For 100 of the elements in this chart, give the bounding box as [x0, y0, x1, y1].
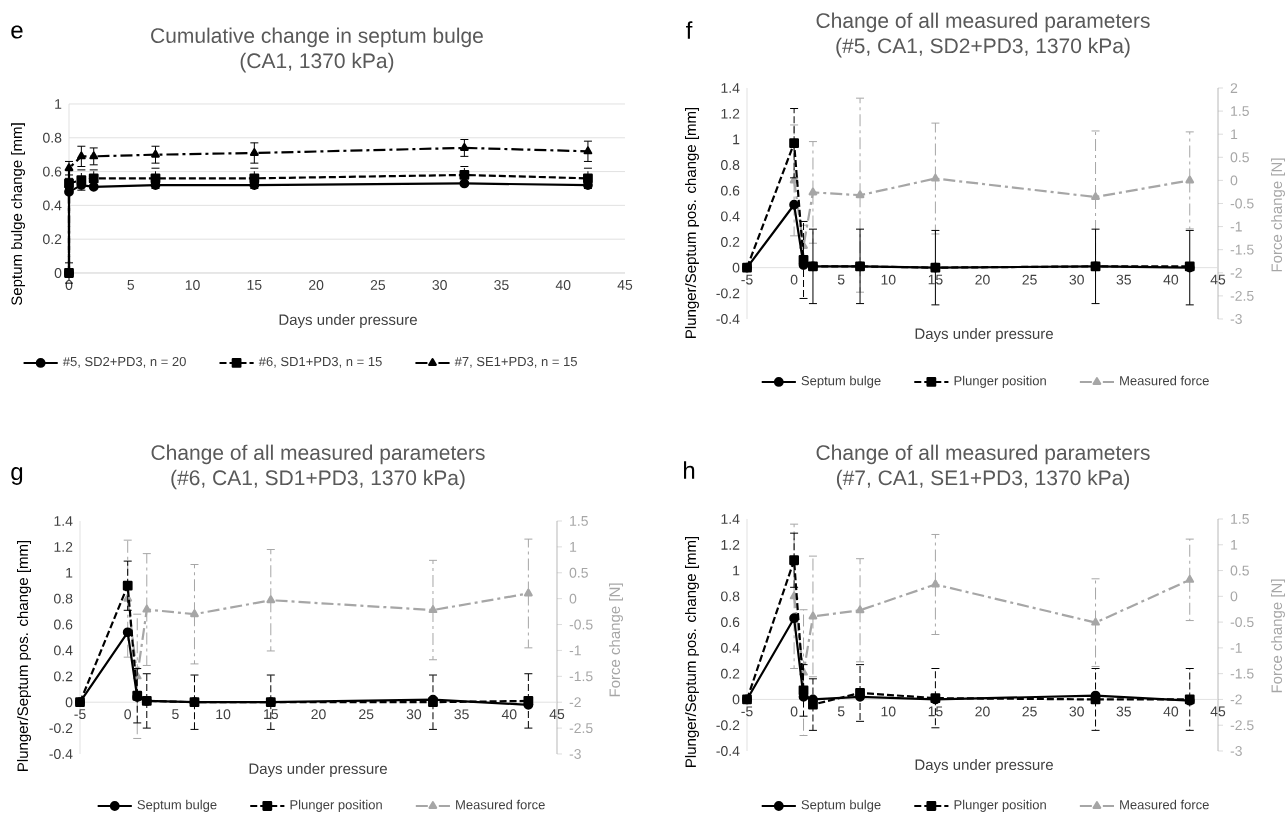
x-tick-label: 25: [1022, 274, 1037, 285]
x-tick-label: -5: [741, 706, 753, 717]
y-tick-label: 1.2: [721, 108, 740, 119]
y-tick-label: 0.6: [721, 185, 740, 196]
text: e: [11, 25, 23, 39]
x-tick-label: 20: [975, 274, 990, 285]
x-tick-label: 30: [406, 709, 422, 720]
y-tick-label: -0.4: [716, 746, 740, 756]
x-tick-label: 5: [172, 709, 179, 720]
y2-tick-label: 1: [1231, 539, 1238, 550]
x-tick-label: 40: [1163, 706, 1179, 717]
x-axis-title: Days under pressure: [915, 328, 1053, 342]
x-tick-label: 35: [494, 280, 509, 290]
x-tick-label: -5: [74, 709, 86, 720]
x-tick-label: 10: [881, 706, 896, 717]
x-tick-label: -5: [741, 274, 753, 285]
x-tick-label: 10: [216, 709, 231, 720]
y2-tick-label: 0: [569, 593, 577, 604]
y2-tick-label: 1: [1231, 129, 1238, 140]
x-tick-label: 30: [1069, 274, 1084, 285]
y2-tick-label: -1: [1230, 221, 1242, 232]
legend-label: Plunger position: [290, 799, 382, 812]
y-tick-label: 0.4: [721, 211, 740, 222]
chart-subtitle: (#7, CA1, SE1+PD3, 1370 kPa): [836, 469, 1130, 490]
y2-tick-label: 1.5: [1231, 106, 1249, 116]
x-tick-label: 45: [617, 280, 633, 290]
y2-tick-label: 1: [570, 542, 577, 552]
y-tick-label: 0.4: [54, 645, 73, 656]
y-tick-label: 1.2: [54, 542, 73, 552]
x-tick-label: 30: [1069, 706, 1084, 717]
y-tick-label: 0.6: [54, 619, 73, 630]
x-tick-label: 20: [309, 280, 324, 290]
y2-tick-label: -1.5: [1230, 244, 1254, 255]
legend-label: Septum bulge: [801, 799, 881, 812]
y2-tick-label: -1.5: [1230, 668, 1254, 679]
y-tick-label: 1.2: [721, 539, 740, 550]
y2-tick-label: -2.5: [1230, 290, 1254, 301]
chart-subtitle: (#5, CA1, SD2+PD3, 1370 kPa): [836, 37, 1130, 58]
y2-tick-label: 0.5: [569, 567, 588, 578]
y-tick-label: 1.4: [721, 83, 740, 93]
chart-title: Change of all measured parameters: [151, 444, 485, 465]
legend-label: #6, SD1+PD3, n = 15: [258, 356, 382, 368]
y-tick-label: 0.6: [721, 617, 740, 628]
y2-tick-label: 0.5: [1230, 565, 1249, 576]
y2-tick-label: -0.5: [1230, 617, 1254, 628]
x-tick-label: 5: [837, 706, 845, 717]
y2-tick-label: -0.5: [1230, 198, 1254, 209]
y-tick-label: 0.2: [721, 668, 740, 679]
y-tick-label: 0.4: [721, 642, 740, 653]
x-tick-label: 20: [311, 709, 326, 720]
legend-label: Measured force: [1120, 799, 1209, 810]
y-tick-label: -0.2: [716, 720, 740, 731]
y2-tick-label: -3: [1230, 746, 1242, 756]
x-tick-label: 35: [1116, 706, 1131, 717]
y-tick-label: 1: [66, 567, 73, 578]
x-tick-label: 25: [370, 280, 386, 290]
x-tick-label: 35: [454, 709, 469, 720]
y2-tick-label: 0: [1230, 175, 1238, 186]
x-tick-label: 0: [790, 706, 798, 717]
legend-label: Plunger position: [954, 375, 1046, 388]
y-tick-label: 0.2: [54, 671, 73, 682]
y2-tick-label: -0.5: [569, 619, 593, 630]
legend-label: Measured force: [456, 799, 545, 810]
x-axis-title: Days under pressure: [915, 759, 1053, 773]
y2-axis-title: Force change [N]: [1271, 579, 1285, 693]
y-tick-label: -0.2: [716, 288, 740, 299]
chart-title: Change of all measured parameters: [816, 12, 1150, 33]
y2-tick-label: 2: [1230, 83, 1238, 93]
x-tick-label: 40: [555, 280, 571, 290]
chart-subtitle: (CA1, 1370 kPa): [240, 52, 394, 73]
legend-label: Septum bulge: [801, 375, 881, 388]
y2-tick-label: -2: [1230, 694, 1242, 705]
x-tick-label: 30: [432, 280, 447, 290]
x-tick-label: 5: [127, 280, 135, 290]
y-tick-label: 0: [732, 694, 740, 705]
y-tick-label: -0.4: [49, 749, 73, 759]
x-tick-label: 20: [975, 706, 990, 717]
x-tick-label: 45: [549, 709, 565, 720]
legend-label: Plunger position: [954, 799, 1046, 812]
x-tick-label: 25: [359, 709, 374, 720]
chart-subtitle: (#6, CA1, SD1+PD3, 1370 kPa): [171, 469, 465, 490]
x-tick-label: 45: [1210, 706, 1226, 717]
y-tick-label: 0.8: [721, 591, 740, 602]
y2-tick-label: -1: [569, 645, 581, 656]
x-axis-title: Days under pressure: [279, 314, 417, 328]
x-tick-label: 40: [1163, 274, 1179, 285]
y2-tick-label: 0.5: [1230, 152, 1249, 163]
y2-tick-label: -1: [1230, 643, 1242, 653]
x-tick-label: 10: [185, 280, 200, 290]
y-tick-label: 1: [55, 99, 62, 109]
y-tick-label: 0.8: [54, 593, 73, 604]
y-tick-label: 0.8: [721, 160, 740, 170]
x-axis-title: Days under pressure: [249, 763, 387, 777]
y-tick-label: 1.4: [54, 516, 73, 526]
y-tick-label: 0: [65, 697, 73, 708]
y-tick-label: 0: [732, 262, 740, 273]
y2-tick-label: -2.5: [569, 723, 593, 734]
legend-label: #7, SE1+PD3, n = 15: [454, 356, 577, 368]
x-tick-label: 10: [881, 274, 896, 285]
y2-tick-label: -2.5: [1230, 720, 1254, 731]
